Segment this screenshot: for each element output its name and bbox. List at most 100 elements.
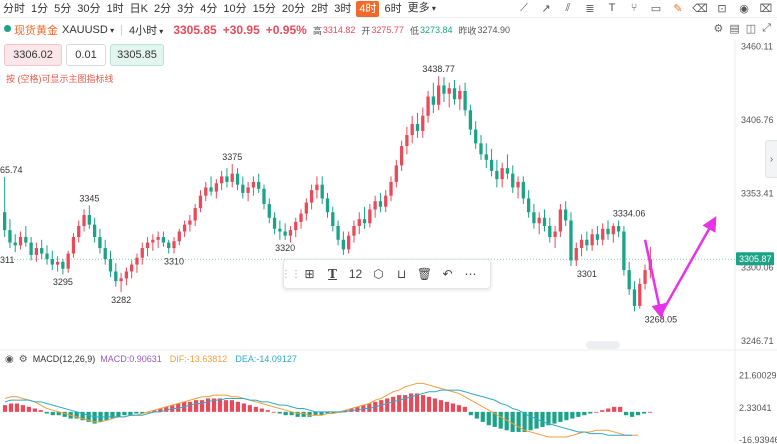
- buy-button[interactable]: 3305.85: [110, 44, 164, 66]
- candle-body: [341, 239, 346, 250]
- candle-body: [198, 195, 203, 209]
- rectangle-icon[interactable]: ▭: [650, 2, 662, 15]
- fullscreen-icon[interactable]: ⤢: [762, 22, 771, 34]
- macd-histogram-bar: [582, 411, 587, 416]
- macd-histogram-bar: [80, 411, 85, 421]
- macd-value: MACD:0.90631: [100, 354, 162, 364]
- sell-button[interactable]: 3306.02: [4, 44, 62, 66]
- unlock-icon[interactable]: ⊔: [396, 267, 407, 281]
- eye-icon[interactable]: ◉: [739, 2, 749, 15]
- period-tab[interactable]: 20分: [281, 2, 306, 15]
- candle-body: [373, 201, 377, 210]
- macd-label[interactable]: MACD(12,26,9): [32, 354, 96, 364]
- macd-histogram-bar: [409, 393, 414, 412]
- period-tab[interactable]: 6时: [384, 2, 402, 15]
- last-price: 3305.85: [173, 23, 217, 37]
- candle-body: [616, 226, 621, 232]
- candle-body: [574, 248, 578, 261]
- more-periods-dropdown[interactable]: 更多: [405, 0, 439, 17]
- candle-body: [627, 270, 631, 290]
- interval-dropdown[interactable]: 4小时: [129, 22, 163, 38]
- period-tab[interactable]: 4分: [200, 2, 218, 15]
- template-icon[interactable]: ⊞: [304, 267, 315, 281]
- period-tab[interactable]: 5分: [54, 2, 72, 15]
- open-label: 开: [361, 25, 371, 36]
- chart-settings-icons: ⚙ ▤ ◫ ⤢: [714, 22, 772, 35]
- candle-body: [151, 239, 155, 243]
- period-tab[interactable]: 1时: [106, 2, 124, 15]
- scroll-indicator[interactable]: [586, 341, 620, 349]
- candle-body: [352, 226, 356, 236]
- macd-histogram-bar: [468, 411, 473, 416]
- macd-histogram-bar: [253, 406, 258, 412]
- candle-body: [18, 237, 23, 246]
- font-size-selector[interactable]: 12: [348, 267, 363, 281]
- visibility-icon[interactable]: ◉: [5, 353, 14, 365]
- price-annotation: 3310: [164, 257, 184, 267]
- candle-body: [77, 226, 81, 238]
- trash-icon[interactable]: 🗑: [416, 267, 433, 281]
- macd-histogram-bar: [534, 411, 539, 429]
- macd-histogram-bar: [618, 406, 623, 412]
- macd-histogram-bar: [647, 411, 653, 413]
- expand-panel-handle[interactable]: ›: [765, 140, 777, 178]
- symbol-code[interactable]: XAUUSD: [62, 24, 114, 36]
- candle-body: [50, 259, 54, 265]
- settings-icon[interactable]: ⚙: [18, 353, 28, 365]
- period-tab[interactable]: 3分: [177, 2, 195, 15]
- period-tab[interactable]: 分时: [3, 2, 25, 15]
- fork-icon[interactable]: ⑂: [630, 2, 638, 14]
- period-tab[interactable]: 30分: [77, 2, 101, 15]
- period-tab[interactable]: 日K: [129, 2, 148, 15]
- drag-handle-icon[interactable]: ⋮⋮: [281, 268, 301, 280]
- macd-histogram-bar: [319, 411, 324, 416]
- candle-body: [225, 176, 229, 182]
- candle-body: [278, 228, 282, 232]
- text-style-icon[interactable]: T: [328, 267, 337, 281]
- fibonacci-icon[interactable]: ≣: [585, 2, 595, 15]
- ray-icon[interactable]: ↗: [541, 2, 551, 15]
- candle-body: [204, 187, 208, 196]
- period-tab[interactable]: 15分: [252, 2, 276, 15]
- candle-body: [135, 257, 139, 265]
- open-value: 3275.77: [371, 25, 404, 35]
- macd-histogram-bar: [211, 398, 217, 412]
- current-price-tag: [736, 252, 774, 266]
- candle-body: [489, 159, 494, 171]
- more-icon[interactable]: ⋯: [464, 267, 477, 281]
- settings-icon[interactable]: ⬡: [373, 267, 384, 281]
- trend-line-icon[interactable]: ⟋: [520, 1, 528, 14]
- period-tab[interactable]: 2分: [153, 2, 172, 15]
- period-tab[interactable]: 3时: [334, 2, 352, 15]
- price-change-pct: +0.95%: [265, 23, 307, 37]
- text-tool-icon[interactable]: T: [608, 2, 616, 14]
- eraser-icon[interactable]: ⌫: [692, 2, 708, 15]
- macd-histogram-bar: [307, 411, 312, 417]
- period-tab-active[interactable]: 4时: [356, 0, 380, 17]
- candle-body: [251, 181, 256, 188]
- macd-histogram-bar: [176, 403, 181, 412]
- undo-icon[interactable]: ↶: [442, 267, 453, 281]
- delete-icon[interactable]: ⌧: [759, 2, 773, 15]
- camera-icon[interactable]: ◫: [745, 23, 757, 35]
- layout-icon[interactable]: ▤: [729, 23, 740, 35]
- candle-body: [590, 234, 594, 246]
- macd-histogram-bar: [558, 411, 563, 422]
- period-tab[interactable]: 1分: [31, 2, 49, 15]
- indicator-icon[interactable]: ⚙: [713, 23, 724, 35]
- macd-histogram-bar: [492, 411, 497, 427]
- candle-body: [288, 230, 293, 236]
- symbol-name[interactable]: 现货黄金: [14, 25, 58, 37]
- drawn-arrow[interactable]: [659, 216, 717, 315]
- brush-icon[interactable]: ✎: [673, 2, 683, 15]
- lock-icon[interactable]: ⊡: [717, 2, 727, 15]
- drawn-arrow[interactable]: [643, 239, 667, 320]
- macd-histogram-bar: [504, 411, 509, 431]
- period-tab[interactable]: 2时: [311, 2, 329, 15]
- high-value: 3314.82: [322, 25, 356, 35]
- quantity-input[interactable]: 0.01: [66, 44, 106, 66]
- candle-body: [267, 203, 271, 218]
- period-tab[interactable]: 10分: [223, 2, 247, 15]
- parallel-lines-icon[interactable]: ⫽: [565, 1, 571, 14]
